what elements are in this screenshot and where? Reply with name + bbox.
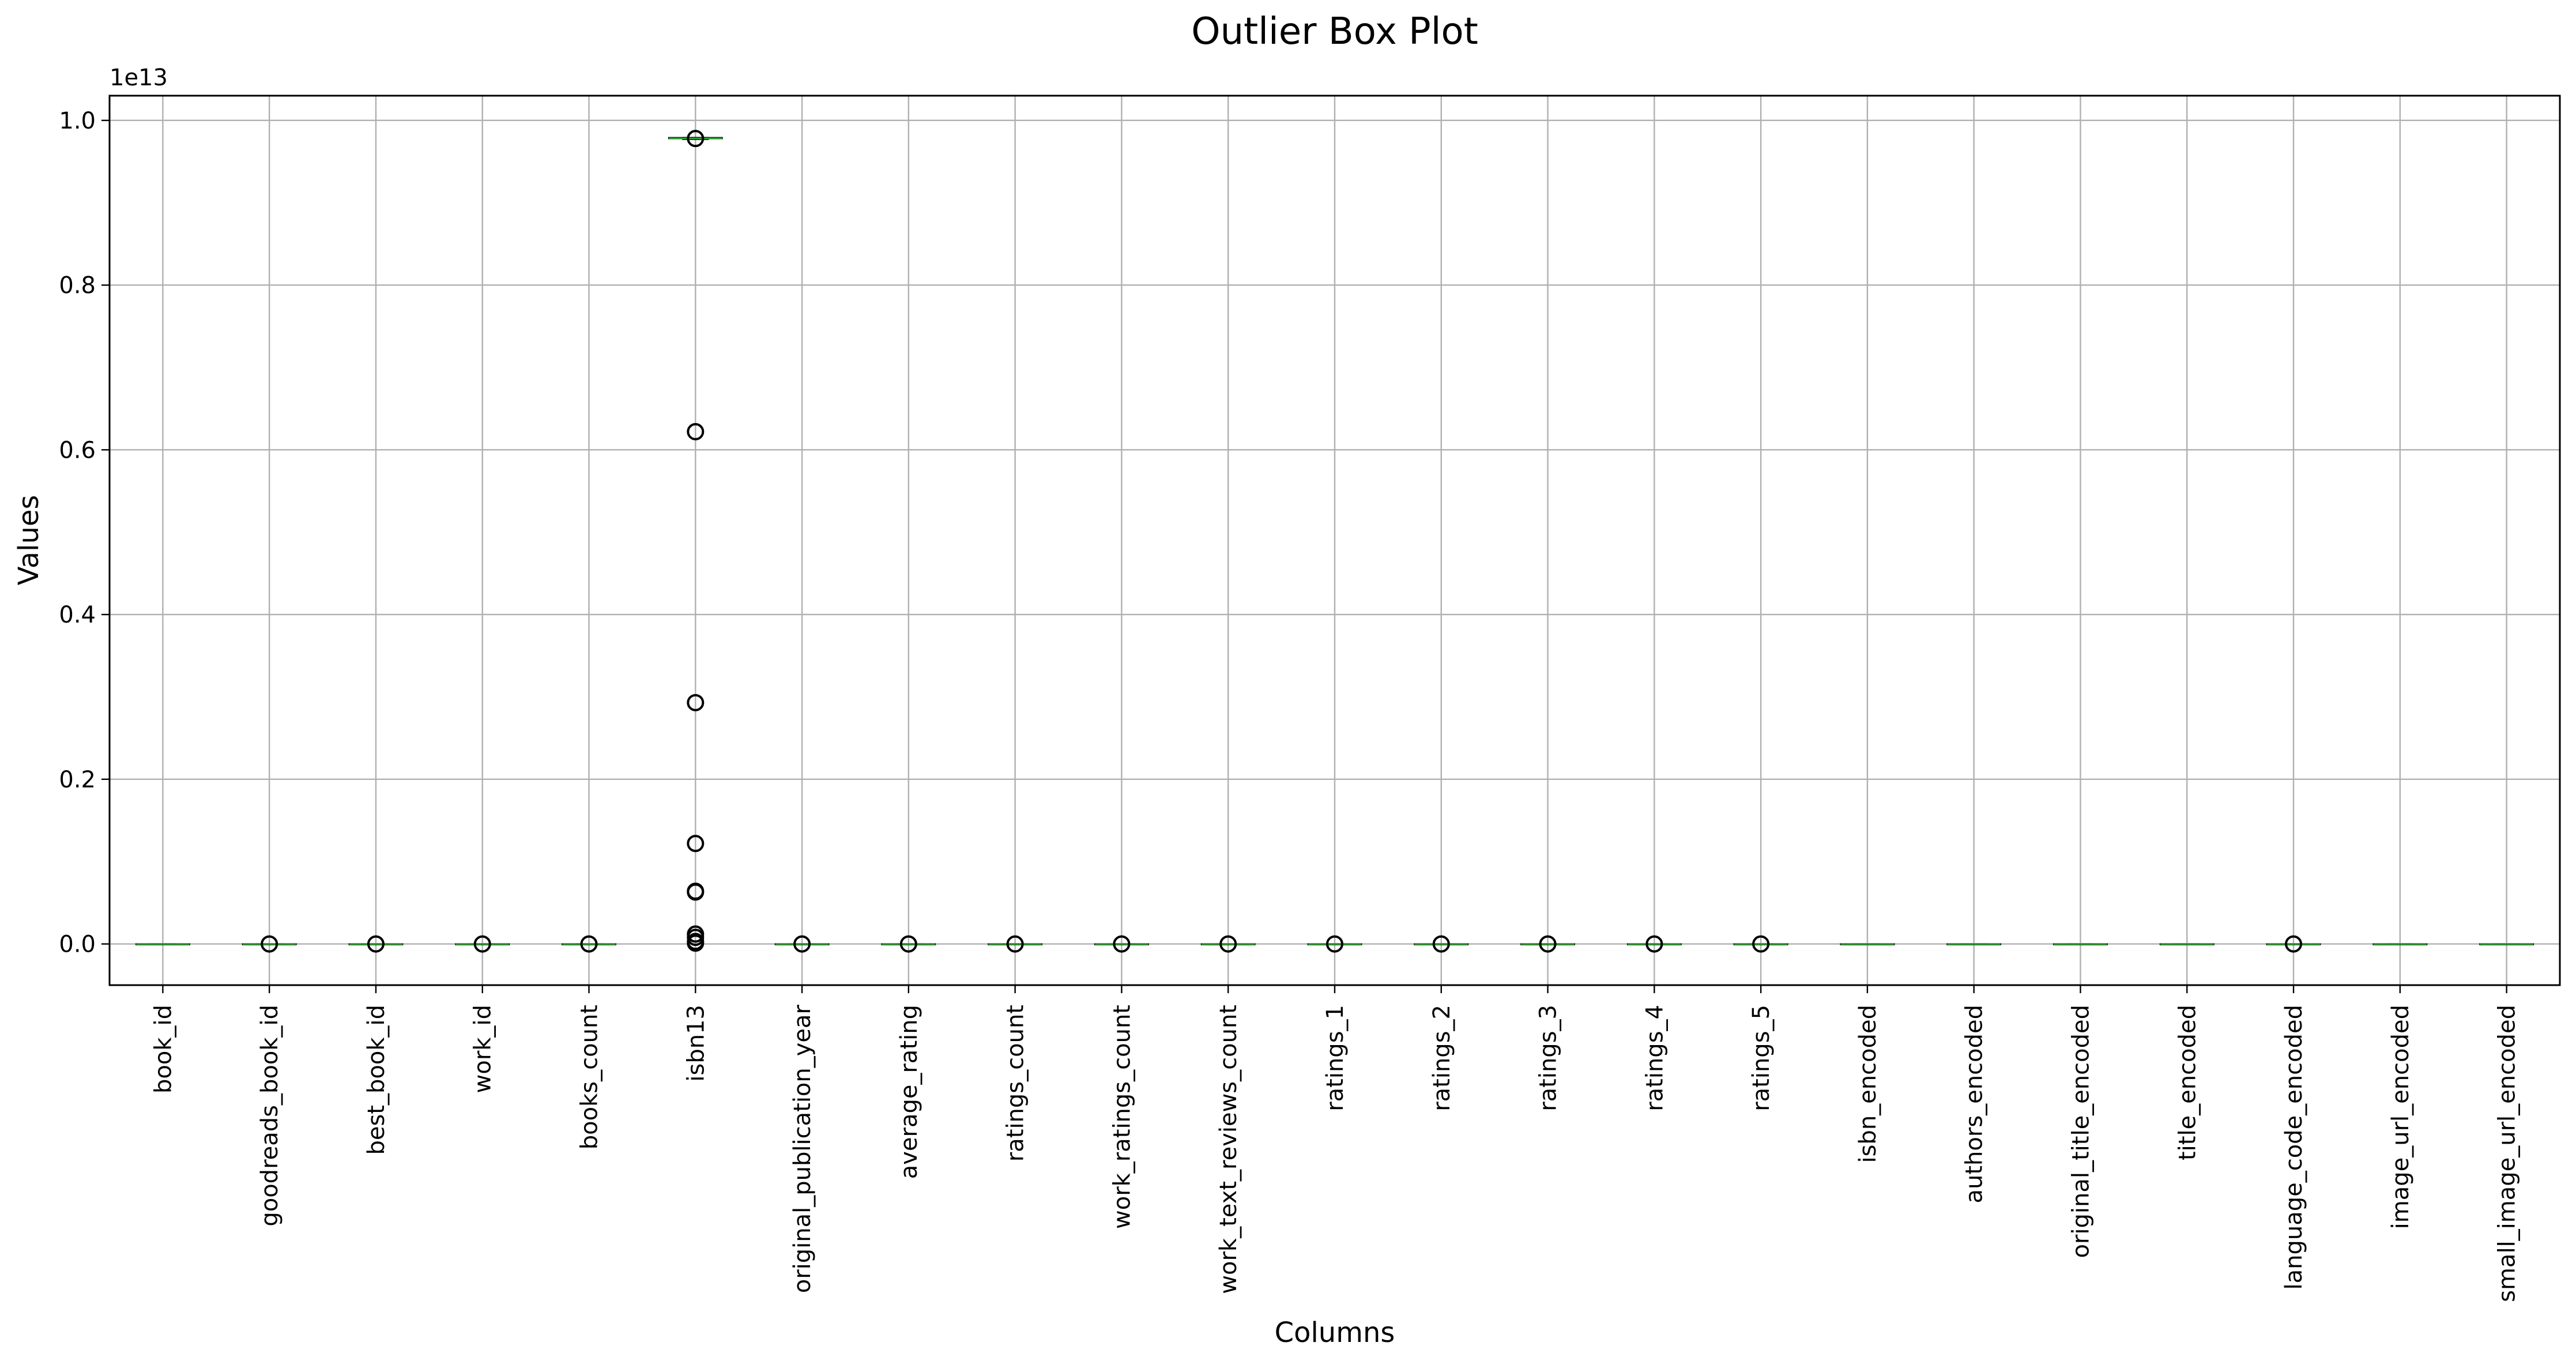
x-tick-label: goodreads_book_id <box>257 1005 283 1227</box>
y-tick-label: 0.4 <box>59 602 96 628</box>
x-tick-label: work_ratings_count <box>1109 1005 1135 1229</box>
box-original_title_encoded <box>2053 943 2108 945</box>
x-tick-label: average_rating <box>896 1005 922 1179</box>
axes: 0.0 0.2 0.4 0.6 0.8 1.0 book_id goodreads_book_… <box>59 108 2520 1302</box>
box-ratings_1 <box>1307 935 1362 953</box>
x-tick-label: work_id <box>470 1005 496 1093</box>
box-work_text_reviews_count <box>1200 935 1256 953</box>
flier-point <box>687 883 705 901</box>
flier-point <box>1113 935 1131 953</box>
flier-point <box>793 935 811 953</box>
y-tick-label: 0.2 <box>59 767 96 793</box>
flier-point <box>687 130 705 148</box>
x-tick-label: ratings_5 <box>1748 1005 1775 1111</box>
flier-point <box>687 835 705 853</box>
y-tick-label: 0.0 <box>59 932 96 958</box>
box-image_url_encoded <box>2372 943 2428 945</box>
box-average_rating <box>881 935 936 953</box>
x-tick-label: best_book_id <box>363 1005 390 1155</box>
box-work_id <box>455 935 510 953</box>
box-language_code_encoded <box>2266 935 2321 953</box>
x-axis-label: Columns <box>1275 1317 1395 1349</box>
y-axis-label: Values <box>13 495 45 586</box>
box-ratings_3 <box>1520 935 1575 953</box>
x-tick-label: ratings_4 <box>1641 1005 1668 1111</box>
box-title_encoded <box>2159 943 2215 945</box>
x-tick-label: books_count <box>577 1005 603 1149</box>
box-isbn13 <box>668 130 723 952</box>
flier-point <box>899 935 917 953</box>
box-ratings_4 <box>1626 935 1682 953</box>
x-tick-label: ratings_2 <box>1429 1005 1455 1111</box>
y-tick-label: 1.0 <box>59 108 96 134</box>
x-tick-label: isbn_encoded <box>1855 1005 1881 1163</box>
x-tick-label: original_title_encoded <box>2067 1005 2094 1258</box>
x-tick-label: authors_encoded <box>1961 1005 1988 1203</box>
box-original_publication_year <box>774 935 830 953</box>
flier-point <box>1006 935 1024 953</box>
x-tick-label: ratings_1 <box>1322 1005 1349 1111</box>
x-tick-label: small_image_url_encoded <box>2494 1005 2521 1302</box>
x-tick-label: book_id <box>150 1005 176 1093</box>
box-ratings_count <box>988 935 1043 953</box>
x-tick-label: ratings_3 <box>1535 1005 1562 1111</box>
x-tick-label: work_text_reviews_count <box>1215 1005 1242 1294</box>
y-tick-label: 0.6 <box>59 437 96 463</box>
y-offset-label: 1e13 <box>110 65 168 91</box>
flier-point <box>1645 935 1663 953</box>
flier-point <box>367 935 385 953</box>
flier-point <box>261 935 278 953</box>
flier-point <box>1752 935 1770 953</box>
box-book_id <box>135 943 190 945</box>
x-tick-label: isbn13 <box>683 1005 709 1082</box>
x-tick-label: original_publication_year <box>789 1004 816 1293</box>
flier-point <box>687 934 705 952</box>
box-work_ratings_count <box>1094 935 1149 953</box>
box-best_book_id <box>348 935 404 953</box>
x-tick-label: image_url_encoded <box>2387 1005 2414 1229</box>
boxes <box>135 130 2534 953</box>
flier-point <box>1432 935 1450 953</box>
box-books_count <box>562 935 616 953</box>
flier-point <box>1326 935 1343 953</box>
box-ratings_5 <box>1733 935 1788 953</box>
box-authors_encoded <box>1946 943 2002 945</box>
box-isbn_encoded <box>1840 943 1895 945</box>
flier-point <box>473 935 491 953</box>
flier-point <box>687 693 705 711</box>
flier-point <box>1219 935 1237 953</box>
x-tick-label: title_encoded <box>2174 1005 2201 1160</box>
box-goodreads_book_id <box>242 935 297 953</box>
grid <box>110 96 2560 985</box>
y-tick-label: 0.8 <box>59 273 96 299</box>
box-small_image_url_encoded <box>2479 943 2534 945</box>
flier-point <box>687 423 705 440</box>
x-tick-label: language_code_encoded <box>2281 1005 2307 1290</box>
box-ratings_2 <box>1414 935 1469 953</box>
x-tick-label: ratings_count <box>1003 1005 1029 1162</box>
flier-point <box>580 935 598 953</box>
flier-point <box>1539 935 1557 953</box>
flier-point <box>2285 935 2303 953</box>
chart-title: Outlier Box Plot <box>1191 10 1478 53</box>
